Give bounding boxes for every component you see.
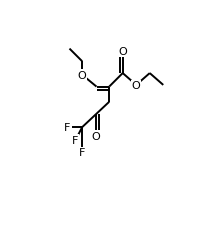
Text: O: O: [132, 81, 141, 91]
Text: O: O: [78, 70, 87, 80]
Text: O: O: [91, 131, 100, 141]
Text: F: F: [64, 123, 71, 133]
Text: O: O: [118, 47, 127, 57]
Text: F: F: [79, 148, 85, 158]
Text: F: F: [72, 135, 78, 145]
